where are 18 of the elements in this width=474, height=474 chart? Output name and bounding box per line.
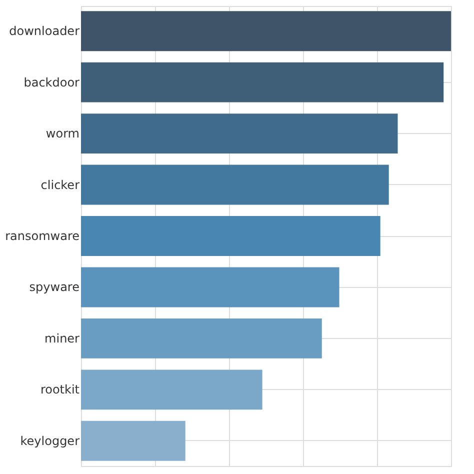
bar bbox=[81, 11, 451, 52]
y-tick-label: backdoor bbox=[24, 75, 80, 90]
bar bbox=[81, 267, 340, 308]
bar bbox=[81, 216, 380, 256]
bar bbox=[81, 114, 398, 154]
bar bbox=[81, 420, 186, 461]
y-tick-label: downloader bbox=[9, 24, 80, 38]
bar bbox=[81, 318, 322, 358]
y-tick-label: miner bbox=[44, 331, 80, 346]
y-tick-label: rootkit bbox=[40, 382, 80, 397]
y-tick-label: keylogger bbox=[20, 434, 80, 448]
y-tick-label: worm bbox=[46, 126, 80, 141]
y-tick-label: clicker bbox=[40, 178, 80, 192]
bar bbox=[81, 370, 262, 410]
bar bbox=[81, 164, 389, 205]
y-tick-label: ransomware bbox=[5, 229, 80, 243]
bar bbox=[81, 62, 444, 102]
y-tick-label: spyware bbox=[29, 280, 80, 294]
